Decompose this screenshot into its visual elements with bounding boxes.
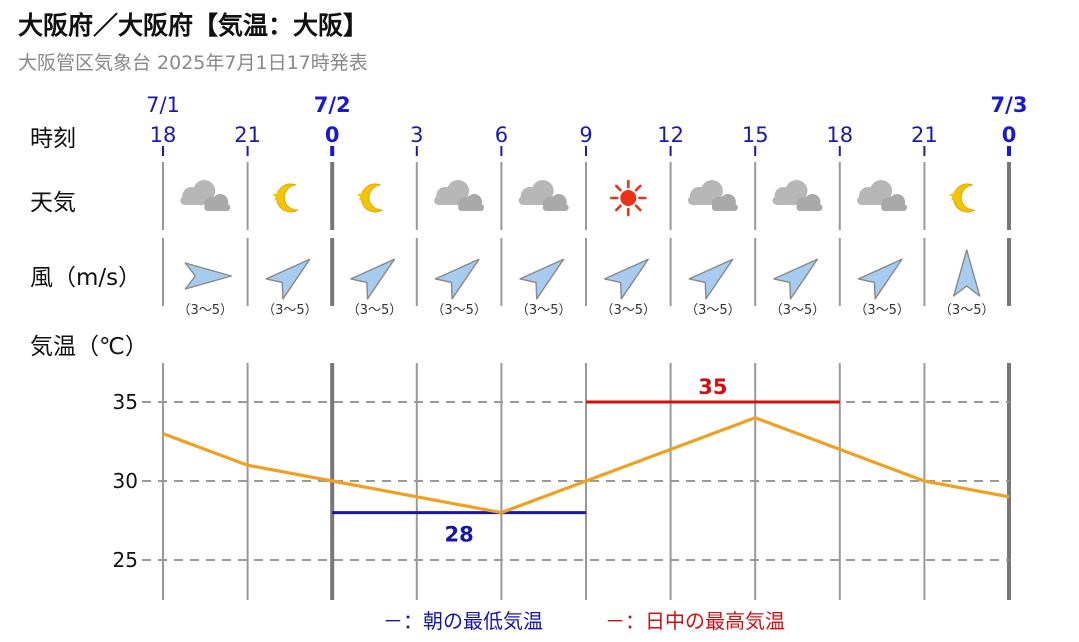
wind-speed-label: （3〜5） — [685, 303, 741, 318]
wind-speed-label: （3〜5） — [854, 303, 910, 318]
cloud-icon — [857, 180, 908, 211]
date-label: 7/3 — [991, 93, 1028, 117]
wind-speed-label: （3〜5） — [939, 303, 995, 318]
hour-tick-label: 15 — [742, 123, 769, 147]
wind-speed-label: （3〜5） — [347, 303, 403, 318]
temperature-series-line — [162, 416, 1010, 515]
wind-arrow-icon — [184, 262, 233, 290]
wind-arrow-icon — [953, 249, 981, 297]
date-label: 7/2 — [314, 93, 351, 117]
wind-arrow-icon — [350, 258, 396, 300]
cloud-icon — [687, 180, 738, 211]
min-temp-label: 28 — [444, 523, 473, 547]
hour-tick-label: 0 — [325, 123, 340, 147]
cloud-icon — [434, 180, 485, 211]
moon-icon — [949, 183, 975, 213]
moon-icon — [356, 183, 383, 213]
hour-tick-label: 12 — [657, 123, 684, 147]
legend-min-marker: － — [383, 609, 403, 633]
legend-max-temp: －：日中の最高気温 — [605, 609, 785, 633]
row-label-time: 時刻 — [30, 126, 76, 152]
hour-tick-label: 21 — [234, 123, 261, 147]
wind-speed-label: （3〜5） — [431, 303, 487, 318]
wind-arrow-icon — [688, 258, 734, 300]
hour-tick-label: 21 — [911, 123, 938, 147]
hour-tick-label: 18 — [826, 123, 853, 147]
wind-arrow-icon — [773, 258, 819, 300]
legend-min-temp: －：朝の最低気温 — [383, 609, 543, 633]
row-label-temperature: 気温（℃） — [30, 334, 148, 360]
page-subtitle: 大阪管区気象台 2025年7月1日17時発表 — [18, 52, 368, 74]
y-tick-label: 30 — [113, 469, 138, 493]
wind-speed-label: （3〜5） — [262, 303, 318, 318]
wind-arrow-icon — [857, 258, 903, 300]
wind-speed-label: （3〜5） — [770, 303, 826, 318]
sun-icon — [609, 179, 647, 217]
moon-icon — [272, 183, 299, 213]
page-title: 大阪府／大阪府【気温：大阪】 — [18, 11, 369, 40]
wind-speed-label: （3〜5） — [601, 303, 657, 318]
row-label-wind: 風（m/s） — [30, 265, 141, 291]
hour-tick-label: 0 — [1002, 123, 1017, 147]
legend-max-text: ：日中の最高気温 — [625, 609, 785, 633]
wind-arrow-icon — [519, 258, 565, 300]
hour-tick-label: 9 — [579, 123, 592, 147]
legend-min-text: ：朝の最低気温 — [403, 609, 543, 633]
legend-max-marker: － — [605, 609, 625, 633]
y-tick-label: 25 — [113, 548, 138, 572]
cloud-icon — [180, 180, 231, 211]
wind-speed-label: （3〜5） — [516, 303, 572, 318]
wind-arrow-icon — [603, 258, 649, 300]
wind-arrow-icon — [434, 258, 480, 300]
cloud-icon — [772, 180, 823, 211]
cloud-icon — [518, 180, 569, 211]
hour-tick-label: 3 — [410, 123, 423, 147]
date-label: 7/1 — [146, 93, 180, 117]
hour-tick-label: 18 — [150, 123, 177, 147]
row-label-weather: 天気 — [30, 190, 76, 216]
wind-speed-label: （3〜5） — [178, 303, 234, 318]
hour-tick-label: 6 — [495, 123, 508, 147]
y-tick-label: 35 — [113, 390, 138, 414]
wind-arrow-icon — [265, 258, 311, 300]
max-temp-label: 35 — [698, 375, 727, 399]
